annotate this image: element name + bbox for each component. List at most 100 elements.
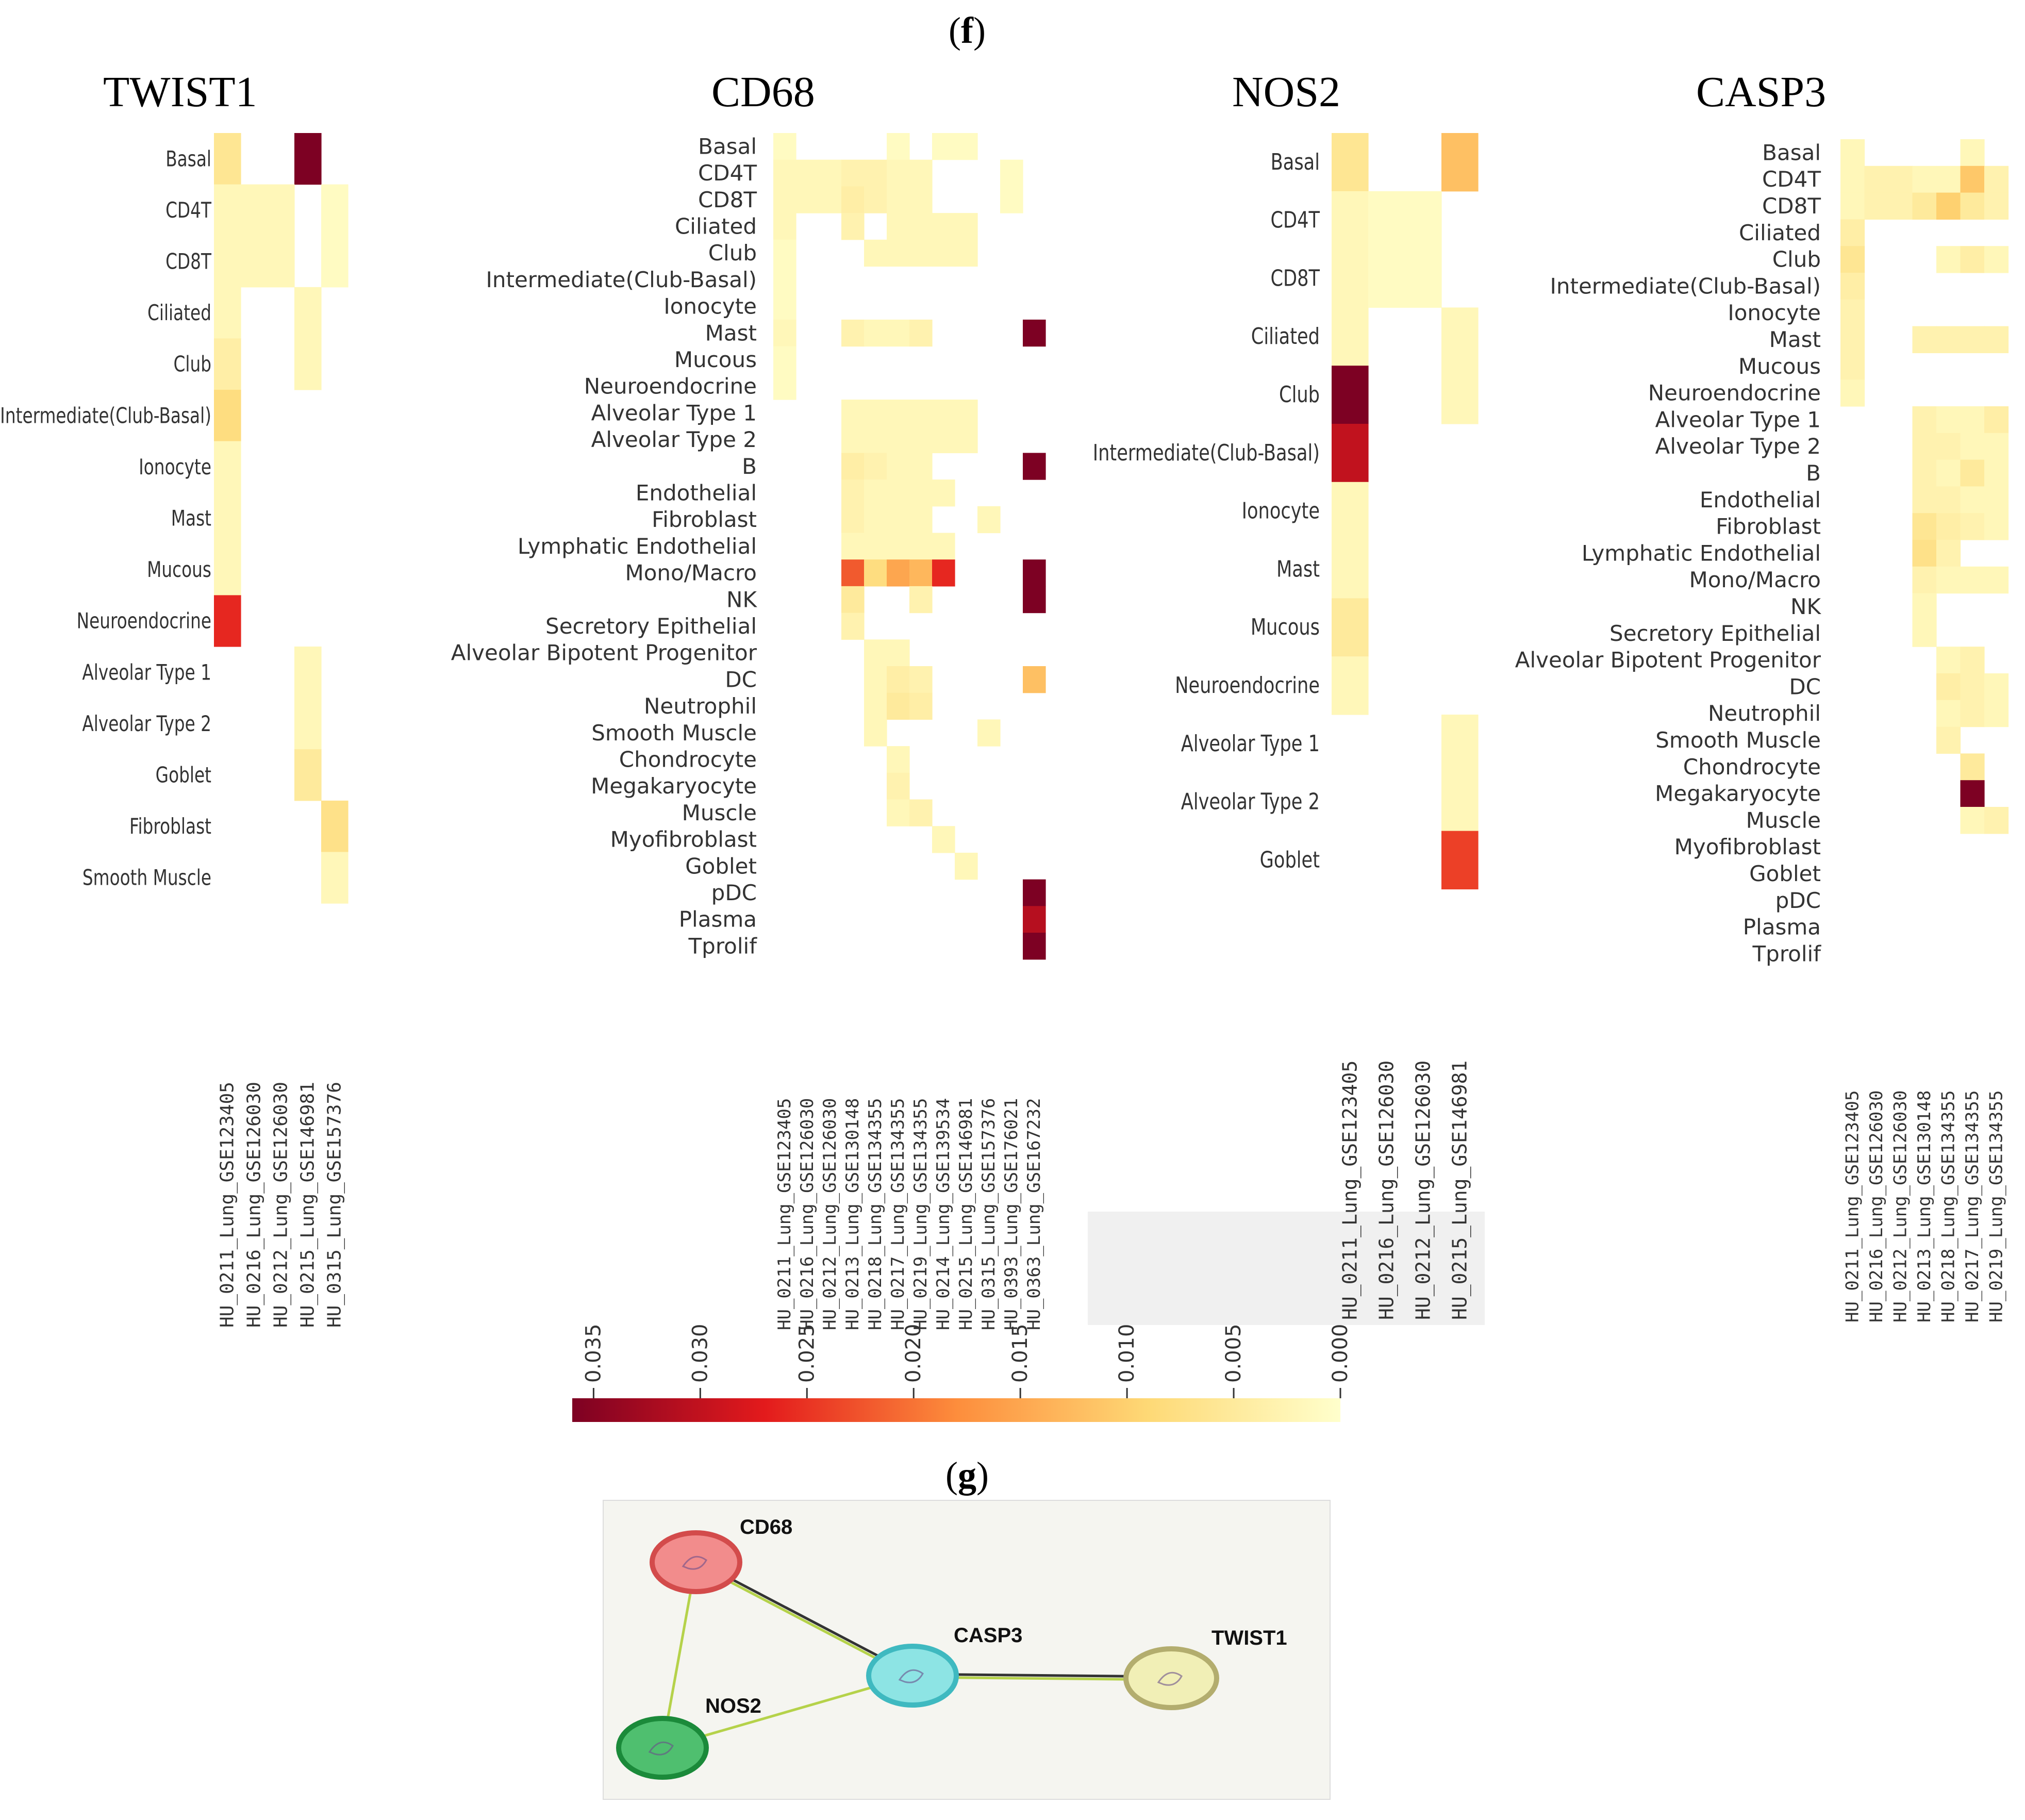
casp3-cell — [1840, 246, 1865, 273]
casp3-cell — [1984, 459, 2009, 487]
twist1-row-label: Ciliated — [147, 300, 211, 325]
network-node-label: CD68 — [740, 1516, 792, 1538]
casp3-cell — [1936, 406, 1961, 434]
cd68-cell — [909, 426, 933, 453]
casp3-row-label: Neuroendocrine — [1648, 380, 1821, 406]
twist1-cell — [321, 184, 348, 236]
twist1-column-label: HU_0215_Lung_GSE146981 — [297, 1082, 319, 1328]
cd68-cell — [955, 426, 978, 453]
cd68-cell — [887, 426, 910, 453]
casp3-cell — [1912, 620, 1937, 647]
casp3-column-label: HU_0218_Lung_GSE134355 — [1938, 1090, 1958, 1322]
cd68-cell — [909, 453, 933, 480]
twist1-cell — [294, 698, 322, 750]
casp3-cell — [1960, 433, 1985, 460]
casp3-cell — [1984, 673, 2009, 701]
cd68-cell — [887, 639, 910, 667]
cd68-cell — [864, 479, 887, 507]
cd68-cell — [841, 426, 865, 453]
nos2-cell — [1441, 307, 1479, 366]
nos2-row-label: Mucous — [1251, 614, 1320, 640]
cd68-cell — [932, 559, 955, 587]
cd68-cell — [864, 186, 887, 213]
cd68-row-label: B — [742, 454, 757, 479]
cd68-cell — [977, 719, 1001, 747]
nos2-cell — [1405, 249, 1442, 308]
cd68-cell — [841, 533, 865, 560]
cd68-cell — [773, 346, 796, 373]
nos2-cell — [1441, 366, 1479, 424]
casp3-cell — [1936, 486, 1961, 514]
casp3-row-label: Myofibroblast — [1674, 834, 1821, 859]
casp3-cell — [1840, 326, 1865, 353]
casp3-cell — [1912, 486, 1937, 514]
twist1-row-label: Mucous — [147, 557, 211, 582]
cd68-cell — [864, 400, 887, 427]
colorbar-tick-label: 0.000 — [1329, 1323, 1352, 1383]
casp3-cell — [1936, 673, 1961, 701]
casp3-row-label: CD8T — [1762, 193, 1821, 219]
colorbar-tick-label: 0.035 — [582, 1323, 605, 1383]
casp3-cell — [1840, 192, 1865, 220]
casp3-cell — [1984, 326, 2009, 353]
casp3-cell — [1936, 700, 1961, 727]
cd68-column-label: HU_0214_Lung_GSE139534 — [933, 1098, 954, 1330]
cd68-row-label: Lymphatic Endothelial — [518, 534, 757, 559]
casp3-cell — [1912, 326, 1937, 353]
nos2-row-label: Ionocyte — [1242, 498, 1320, 524]
casp3-cell — [1960, 780, 1985, 807]
casp3-row-label: Endothelial — [1700, 487, 1821, 512]
cd68-cell — [887, 159, 910, 187]
cd68-cell — [1023, 666, 1046, 693]
cd68-row-label: Endothelial — [636, 480, 757, 505]
casp3-cell — [1984, 807, 2009, 834]
cd68-cell — [887, 533, 910, 560]
twist1-cell — [294, 287, 322, 339]
casp3-row-label: CD4T — [1762, 167, 1821, 192]
nos2-row-label: Ciliated — [1251, 323, 1320, 350]
cd68-cell — [864, 719, 887, 747]
cd68-cell — [1023, 319, 1046, 347]
cd68-cell — [887, 559, 910, 587]
casp3-cell — [1984, 166, 2009, 193]
cd68-cell — [841, 159, 865, 187]
cd68-cell — [887, 506, 910, 534]
twist1-cell — [214, 287, 241, 339]
casp3-cell — [1960, 673, 1985, 701]
cd68-cell — [796, 159, 819, 187]
casp3-cell — [1936, 566, 1961, 594]
twist1-cell — [294, 338, 322, 390]
nos2-row-label: Goblet — [1260, 847, 1320, 873]
twist1-row-label: Smooth Muscle — [82, 865, 211, 890]
casp3-row-label: Secretory Epithelial — [1609, 621, 1821, 646]
casp3-cell — [1936, 246, 1961, 273]
twist1-row-label: Basal — [165, 146, 211, 171]
cd68-cell — [864, 319, 887, 347]
cd68-cell — [909, 692, 933, 720]
casp3-row-label: Ciliated — [1739, 220, 1821, 245]
twist1-row-label: Fibroblast — [129, 814, 211, 839]
cd68-cell — [1000, 159, 1023, 187]
casp3-row-label: Club — [1772, 247, 1821, 272]
casp3-cell — [1840, 299, 1865, 327]
cd68-cell — [887, 666, 910, 693]
cd68-cell — [864, 559, 887, 587]
cd68-cell — [841, 213, 865, 240]
casp3-cell — [1864, 192, 1889, 220]
cd68-cell — [841, 613, 865, 640]
casp3-cell — [1888, 192, 1913, 220]
cd68-cell — [864, 639, 887, 667]
network-node-cd68 — [650, 1530, 742, 1594]
twist1-cell — [214, 236, 241, 288]
cd68-cell — [773, 186, 796, 213]
twist1-cell — [321, 852, 348, 904]
cd68-column-label: HU_0363_Lung_GSE167232 — [1024, 1098, 1044, 1330]
colorbar-tick-label: 0.020 — [902, 1323, 925, 1383]
cd68-cell — [932, 426, 955, 453]
network-node-twist1-structure-icon — [1157, 1672, 1183, 1686]
casp3-row-label: DC — [1789, 674, 1821, 699]
nos2-cell — [1332, 191, 1369, 250]
cd68-cell — [932, 826, 955, 853]
twist1-row-label: Club — [173, 352, 211, 377]
casp3-row-label: NK — [1790, 594, 1821, 619]
